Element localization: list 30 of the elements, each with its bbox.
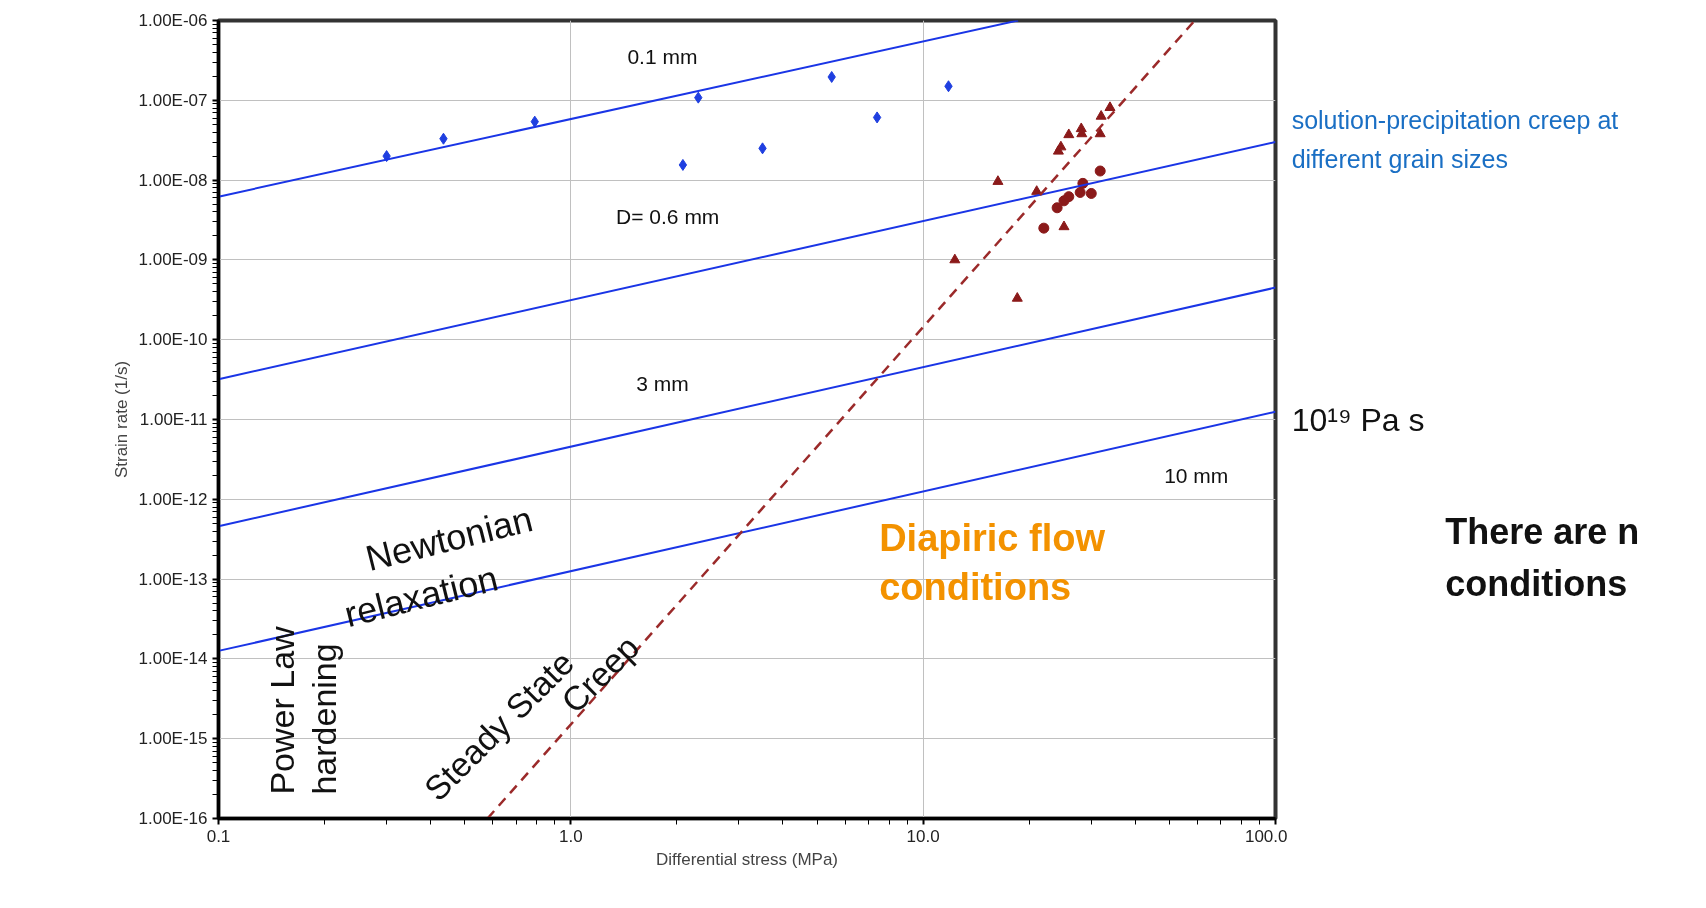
text: different grain sizes [1291,144,1508,173]
annotation: D= 0.6 mm [616,204,720,228]
annotation: Power Law [262,625,301,795]
y-tick-label: 1.00E-16 [138,809,208,828]
y-tick-label: 1.00E-12 [138,489,208,509]
y-tick-label: 1.00E-11 [139,410,208,429]
x-axis-title: Differential stress (MPa) [655,849,839,869]
annotation: 3 mm [636,372,689,396]
annotation: 0.1 mm [627,44,698,68]
y-tick-label: 1.00E-13 [138,569,208,589]
text: solution-precipitation creep at [1291,106,1619,135]
x-tick-label: 100.0 [1244,826,1288,846]
x-tick-label: 1.0 [559,826,583,846]
x-tick-label: 10.0 [906,826,940,846]
annotation: 10 mm [1164,463,1229,487]
y-tick-label: 1.00E-14 [138,649,208,669]
y-tick-label: 1.00E-09 [138,250,208,270]
y-axis-title: Strain rate (1/s) [111,360,131,479]
y-tick-label: 1.00E-10 [138,330,208,350]
text: 10¹⁹ Pa s [1291,401,1425,438]
text: conditions [1445,562,1628,604]
annotation: hardening [305,643,344,795]
y-tick-label: 1.00E-07 [138,90,208,110]
annotation: Diapiric flow [879,516,1106,559]
text: There are n [1445,510,1640,552]
y-tick-label: 1.00E-08 [138,170,208,190]
y-tick-label: 1.00E-15 [138,729,208,749]
y-tick-label: 1.00E-06 [138,11,208,30]
annotation: conditions [879,566,1072,609]
x-tick-label: 0.1 [206,826,231,846]
